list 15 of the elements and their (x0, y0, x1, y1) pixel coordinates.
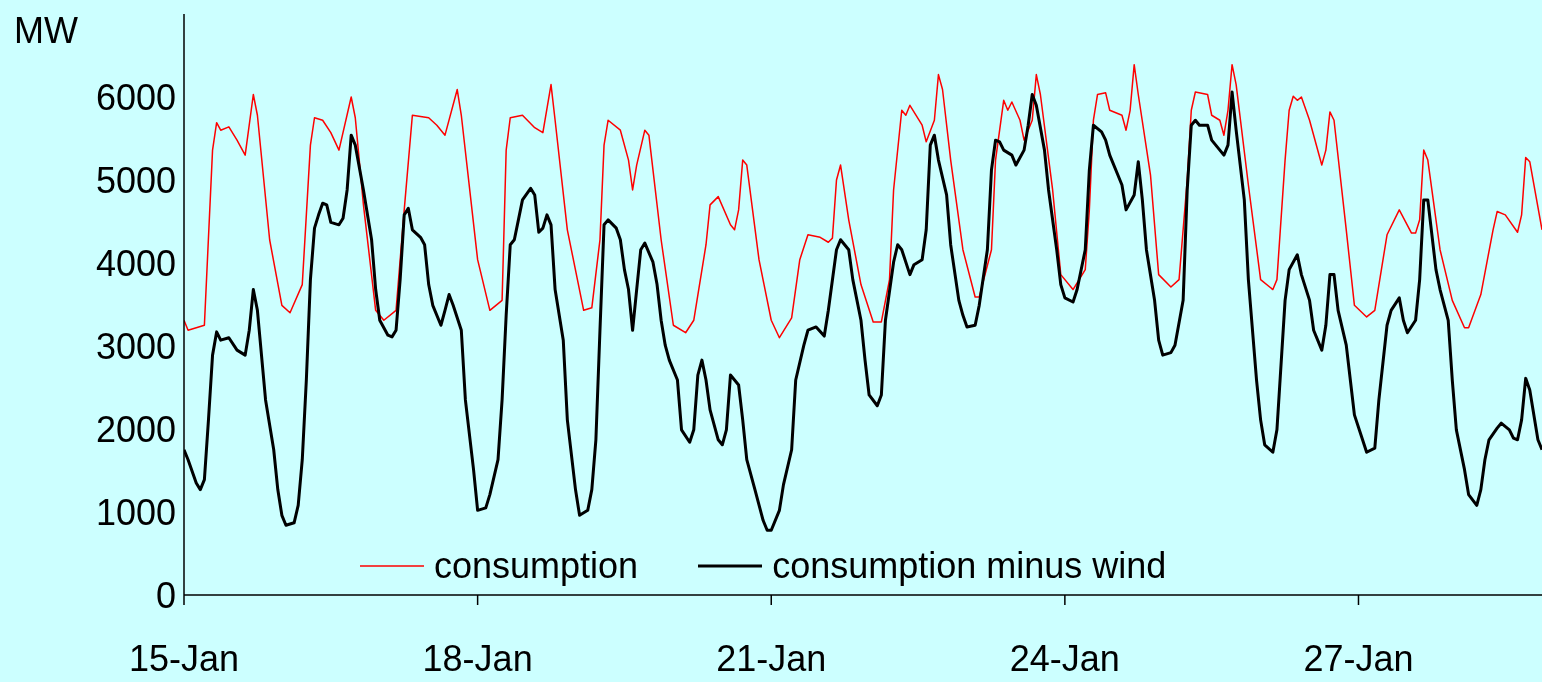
x-tick-label: 24-Jan (1009, 637, 1120, 679)
y-tick-label: 3000 (95, 325, 176, 367)
legend-label: consumption minus wind (772, 545, 1167, 587)
x-tick-label: 15-Jan (128, 637, 240, 679)
y-axis-title: MW (14, 10, 78, 52)
legend-label: consumption (434, 545, 639, 587)
x-tick-label: 27-Jan (1303, 637, 1414, 679)
y-tick-label: 2000 (95, 408, 176, 450)
x-tick-label: 18-Jan (422, 637, 533, 679)
x-tick-label: 21-Jan (716, 637, 827, 679)
y-tick-label: 5000 (95, 159, 176, 201)
y-tick-label: 1000 (95, 491, 176, 533)
y-tick-label: 0 (155, 574, 176, 616)
y-tick-label: 4000 (95, 242, 176, 284)
y-tick-label: 6000 (95, 76, 176, 118)
